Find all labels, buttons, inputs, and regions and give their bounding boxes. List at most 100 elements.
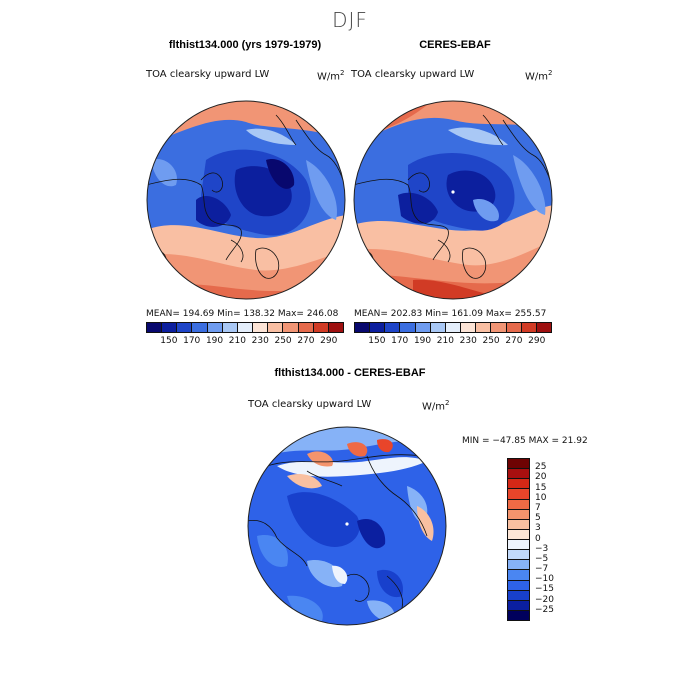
colorbar-swatch [505,323,521,332]
colorbar-swatch [327,323,344,332]
colorbar-swatch [508,599,529,610]
colorbar-swatch [429,323,445,332]
colorbar-swatch [369,323,385,332]
colorbar-tick-label: −3 [535,543,549,554]
colorbar-swatch [161,323,177,332]
panel2-title: CERES-EBAF [419,39,491,51]
panel2-colorbar-ticks: 150 170 190 210 230 250 270 290 [354,336,552,348]
colorbar-swatch [490,323,506,332]
panel3-colorbar-ticks: 25 20 15 10 7 5 3 0 −3 −5 −7 −10 −15 −20 −25 [535,458,575,621]
colorbar-swatch [206,323,222,332]
panel3-variable-label: TOA clearsky upward LW [248,399,372,410]
colorbar-tick-label: 250 [274,336,292,346]
panel2-units: W/m2 [525,69,553,83]
colorbar-tick-label: −5 [535,553,549,564]
colorbar-tick-label: 3 [535,523,541,534]
colorbar-swatch [355,323,370,332]
panel1-title: flthist134.000 (yrs 1979-1979) [168,39,322,51]
colorbar-swatch [508,569,529,580]
panel3-map [247,426,447,626]
colorbar-swatch [520,323,536,332]
colorbar-tick-label: 190 [205,336,224,346]
panel1-variable-label: TOA clearsky upward LW [146,69,270,80]
colorbar-swatch [414,323,430,332]
colorbar-tick-label: 230 [459,336,477,346]
panel1-border [146,100,346,300]
panel3-coastlines [248,454,428,609]
panel1-units: W/m2 [317,69,345,83]
colorbar-tick-label: −25 [535,604,554,615]
colorbar-tick-label: 230 [251,336,269,346]
colorbar-swatch [444,323,461,332]
colorbar-swatch [312,323,328,332]
colorbar-swatch [508,539,529,550]
panel3-colorbar [507,458,530,621]
colorbar-tick-label: 290 [320,336,338,346]
colorbar-swatch [282,323,298,332]
colorbar-tick-label: 270 [297,336,315,346]
colorbar-swatch [399,323,415,332]
colorbar-tick-label: 150 [368,336,386,346]
panel2-stats: MEAN= 202.83 Min= 161.09 Max= 255.57 [354,309,547,319]
colorbar-tick-label: 290 [528,336,546,346]
panel1-colorbar [146,322,344,333]
colorbar-swatch [508,498,529,509]
colorbar-swatch [508,579,529,590]
colorbar-tick-label: −20 [535,594,554,605]
panel2-variable-label: TOA clearsky upward LW [351,69,475,80]
colorbar-swatch [508,478,529,489]
colorbar-tick-label: 5 [535,513,541,524]
panel3-stats: MIN = −47.85 MAX = 21.92 [462,436,588,446]
panel2-border [353,100,553,300]
colorbar-swatch [267,323,283,332]
colorbar-swatch [191,323,207,332]
colorbar-tick-label: 20 [535,472,547,483]
panel2-colorbar [354,322,552,333]
colorbar-swatch [508,508,529,519]
figure-title: DJF [332,8,368,32]
colorbar-swatch [475,323,491,332]
panel3-border [247,426,447,626]
colorbar-swatch [508,549,529,560]
panel1-stats: MEAN= 194.69 Min= 138.32 Max= 246.08 [146,309,339,319]
colorbar-swatch [297,323,313,332]
colorbar-swatch [508,559,529,570]
colorbar-tick-label: 270 [505,336,523,346]
colorbar-swatch [221,323,237,332]
colorbar-swatch [508,488,529,499]
colorbar-tick-label: 10 [535,492,547,503]
panel1-colorbar-ticks: 150 170 190 210 230 250 270 290 [146,336,344,348]
colorbar-swatch [508,609,529,620]
panel3-pole-marker [345,522,349,526]
colorbar-tick-label: 0 [535,533,541,544]
colorbar-swatch [236,323,253,332]
colorbar-tick-label: 250 [482,336,500,346]
colorbar-swatch [460,323,476,332]
colorbar-swatch [252,323,268,332]
colorbar-tick-label: 190 [413,336,432,346]
colorbar-tick-label: 25 [535,462,547,473]
colorbar-tick-label: 210 [436,336,454,346]
colorbar-swatch [535,323,552,332]
colorbar-tick-label: −15 [535,584,554,595]
colorbar-swatch [508,589,529,600]
panel2-pole-marker [451,190,455,194]
panel3-units: W/m2 [422,399,450,413]
colorbar-swatch [508,468,529,479]
colorbar-swatch [508,528,529,539]
colorbar-tick-label: −10 [535,574,554,585]
panel3-title: flthist134.000 - CERES-EBAF [274,367,426,379]
colorbar-tick-label: −7 [535,564,549,575]
panel1-map [146,100,346,300]
colorbar-swatch [384,323,400,332]
colorbar-swatch [147,323,162,332]
colorbar-tick-label: 170 [183,336,201,346]
colorbar-tick-label: 210 [228,336,246,346]
colorbar-tick-label: 150 [160,336,178,346]
colorbar-tick-label: 170 [391,336,409,346]
colorbar-tick-label: 15 [535,482,547,493]
colorbar-swatch [508,518,529,529]
panel2-map [353,100,553,300]
colorbar-swatch [176,323,192,332]
colorbar-swatch [508,459,529,469]
